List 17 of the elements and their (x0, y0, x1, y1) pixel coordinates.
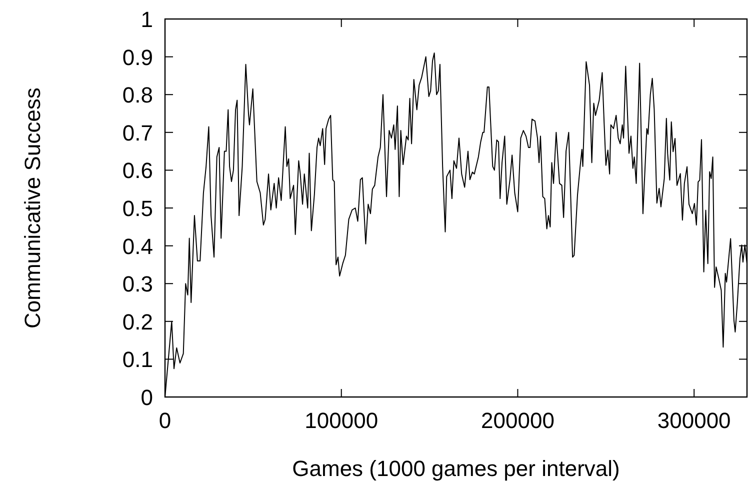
x-tick-label: 100000 (304, 408, 378, 433)
y-tick-label: 0.2 (122, 309, 153, 334)
y-tick-label: 0.1 (122, 347, 153, 372)
x-tick-label: 300000 (657, 408, 731, 433)
x-tick-label: 200000 (481, 408, 554, 433)
y-tick-label: 0.7 (122, 120, 153, 146)
x-tick-label: 0 (158, 408, 172, 433)
y-tick-label: 0.3 (122, 272, 153, 297)
y-tick-label: 0 (140, 385, 153, 410)
y-tick-label: 1 (140, 7, 153, 32)
y-tick-label: 0.8 (122, 82, 153, 108)
y-tick-label: 0.9 (122, 44, 153, 70)
y-axis-title: Communicative Success (20, 88, 45, 328)
x-axis-title: Games (1000 games per interval) (292, 456, 620, 481)
y-tick-label: 0.5 (122, 196, 153, 221)
y-tick-label: 0.4 (122, 234, 153, 259)
y-tick-label: 0.6 (122, 158, 153, 184)
